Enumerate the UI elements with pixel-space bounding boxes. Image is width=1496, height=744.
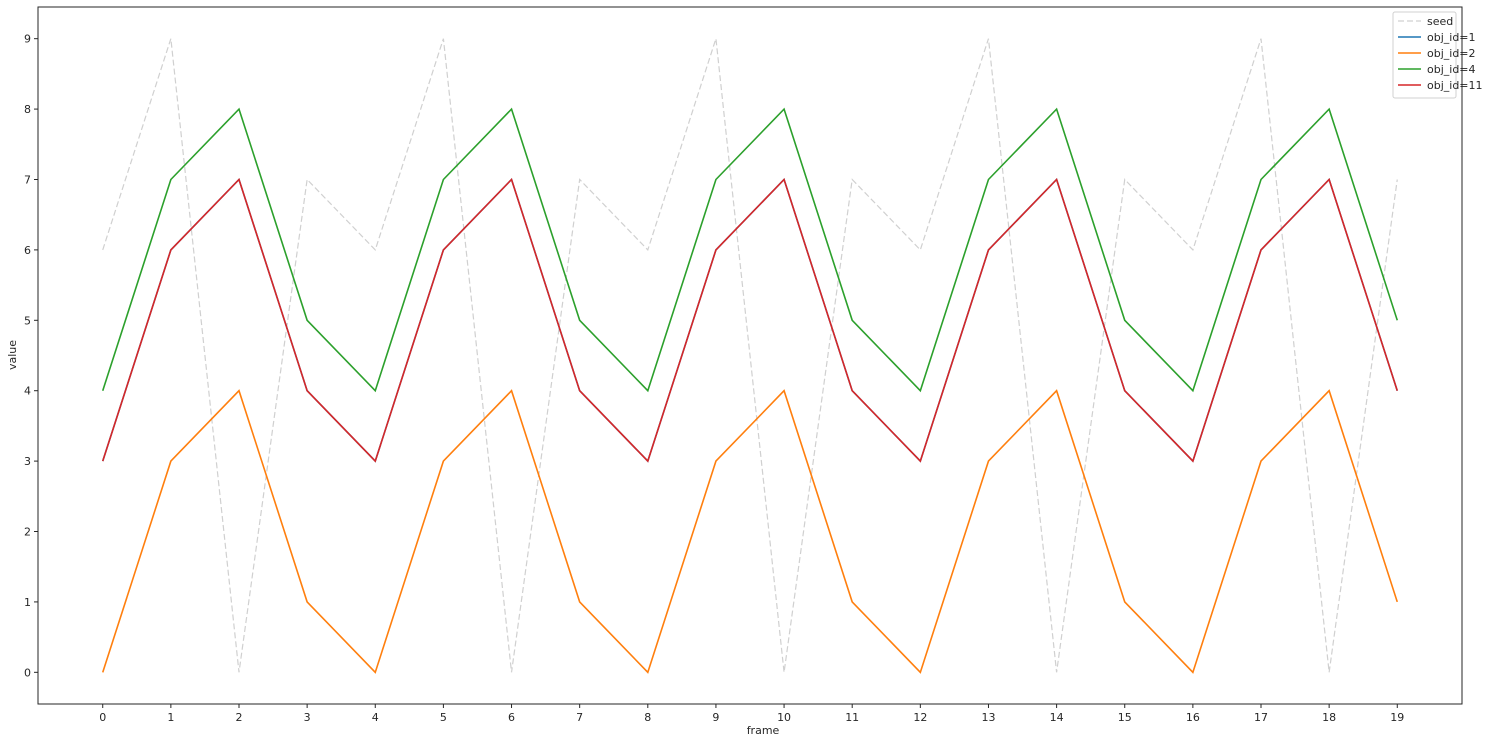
y-tick-label: 5 <box>24 314 31 327</box>
x-tick-label: 19 <box>1390 711 1404 724</box>
x-axis-label: frame <box>747 724 780 737</box>
y-tick-label: 4 <box>24 385 31 398</box>
x-tick-label: 0 <box>99 711 106 724</box>
legend-label-obj-id-1: obj_id=1 <box>1427 31 1476 44</box>
y-tick-label: 6 <box>24 244 31 257</box>
y-tick-label: 7 <box>24 173 31 186</box>
y-tick-label: 2 <box>24 526 31 539</box>
x-tick-label: 17 <box>1254 711 1268 724</box>
x-tick-label: 6 <box>508 711 515 724</box>
y-tick-label: 8 <box>24 103 31 116</box>
x-tick-label: 2 <box>235 711 242 724</box>
x-tick-label: 8 <box>644 711 651 724</box>
x-tick-label: 13 <box>981 711 995 724</box>
legend-label-obj-id-11: obj_id=11 <box>1427 79 1483 92</box>
legend: seed obj_id=1 obj_id=2 obj_id=4 obj_id=11 <box>1392 11 1483 99</box>
y-tick-label: 9 <box>24 33 31 46</box>
x-tick-label: 15 <box>1118 711 1132 724</box>
legend-box <box>1392 11 1457 99</box>
legend-label-obj-id-2: obj_id=2 <box>1427 47 1476 60</box>
series-layer <box>101 38 1399 674</box>
x-tick-label: 7 <box>576 711 583 724</box>
y-tick-label: 0 <box>24 666 31 679</box>
legend-label-seed: seed <box>1427 15 1453 28</box>
series-line-obj-id-4 <box>101 107 1399 393</box>
series-line-obj-id-11 <box>101 177 1399 463</box>
y-axis-label: value <box>6 340 19 370</box>
x-tick-label: 18 <box>1322 711 1336 724</box>
x-tick-label: 16 <box>1186 711 1200 724</box>
x-tick-label: 1 <box>167 711 174 724</box>
series-line-obj-id-2 <box>101 389 1399 674</box>
legend-label-obj-id-4: obj_id=4 <box>1427 63 1476 76</box>
series-line-seed <box>102 38 1398 673</box>
x-tick-label: 14 <box>1050 711 1064 724</box>
x-tick-label: 10 <box>777 711 791 724</box>
y-tick-label: 1 <box>24 596 31 609</box>
x-tick-label: 3 <box>304 711 311 724</box>
plot-frame <box>37 6 1463 705</box>
x-tick-label: 12 <box>913 711 927 724</box>
x-tick-label: 9 <box>712 711 719 724</box>
x-tick-label: 4 <box>372 711 379 724</box>
x-tick-label: 5 <box>440 711 447 724</box>
y-tick-label: 3 <box>24 455 31 468</box>
series-line-obj-id-1 <box>101 177 1399 463</box>
x-tick-label: 11 <box>845 711 859 724</box>
